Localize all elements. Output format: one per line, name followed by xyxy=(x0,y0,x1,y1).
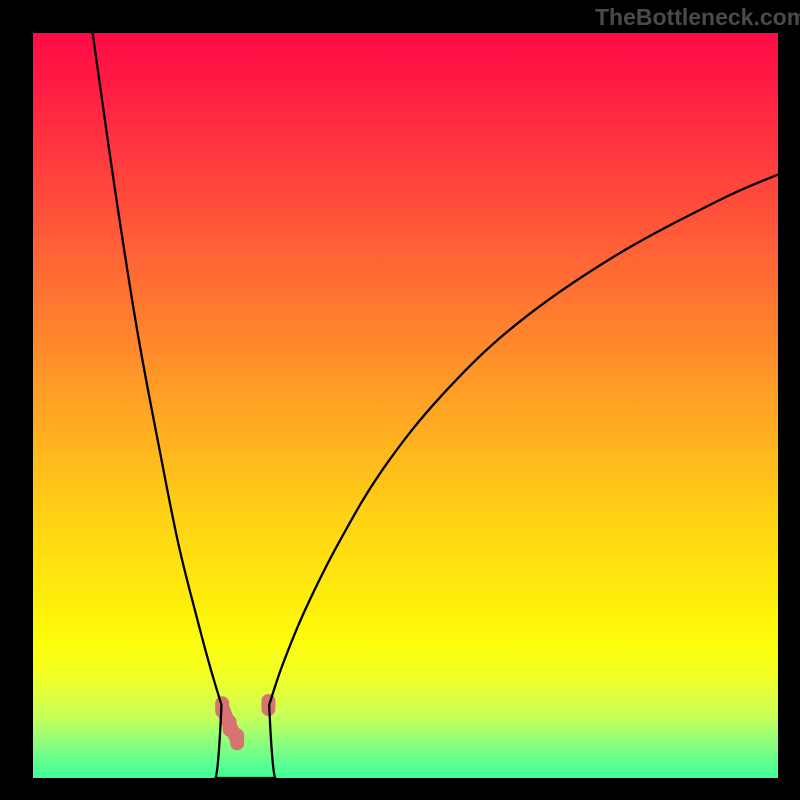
watermark-label: TheBottleneck.com xyxy=(595,4,800,31)
chart-container: TheBottleneck.com xyxy=(0,0,800,800)
bottleneck-curve xyxy=(93,33,778,778)
plot-area xyxy=(33,33,778,778)
curve-overlay xyxy=(33,33,778,778)
